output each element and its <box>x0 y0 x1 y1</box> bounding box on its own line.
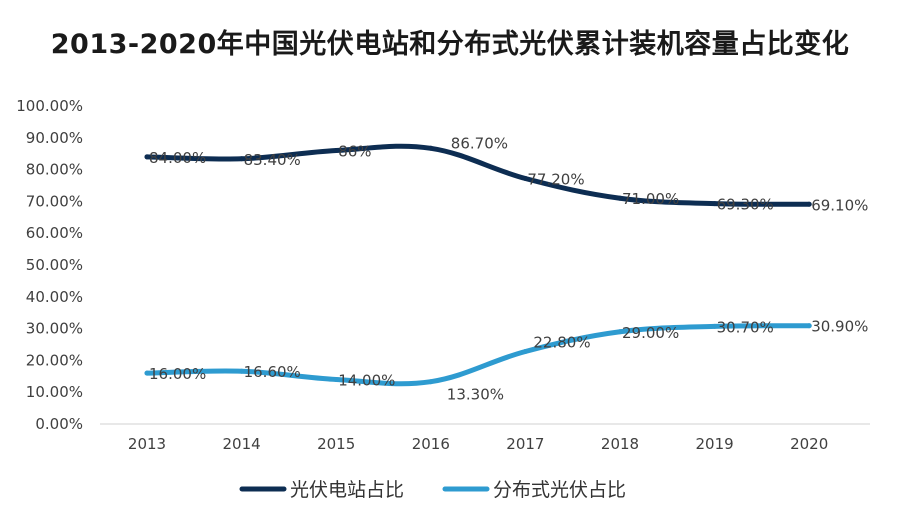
data-label: 86% <box>338 143 371 161</box>
data-point <box>617 195 623 201</box>
y-tick-label: 80.00% <box>26 161 83 179</box>
data-point <box>333 376 339 382</box>
y-tick-label: 90.00% <box>26 129 83 147</box>
y-tick-label: 70.00% <box>26 192 83 210</box>
y-tick-label: 0.00% <box>35 415 83 433</box>
x-tick-label: 2017 <box>506 435 544 453</box>
y-tick-label: 50.00% <box>26 256 83 274</box>
data-label: 30.70% <box>717 318 774 336</box>
data-point <box>239 156 245 162</box>
x-tick-label: 2013 <box>128 435 166 453</box>
data-label: 77.20% <box>527 171 584 189</box>
data-label: 22.80% <box>533 333 590 351</box>
data-point <box>428 145 434 151</box>
data-label: 29.00% <box>622 324 679 342</box>
y-tick-label: 100.00% <box>16 97 83 115</box>
chart-title: 2013-2020年中国光伏电站和分布式光伏累计装机容量占比变化 <box>50 29 850 60</box>
data-label: 69.30% <box>717 196 774 214</box>
legend-label: 光伏电站占比 <box>290 479 404 501</box>
x-tick-label: 2014 <box>223 435 261 453</box>
y-tick-label: 10.00% <box>26 383 83 401</box>
series-line-1 <box>144 143 812 207</box>
data-label: 13.30% <box>447 386 504 404</box>
legend-label: 分布式光伏占比 <box>493 479 626 501</box>
data-label: 86.70% <box>451 134 508 152</box>
y-tick-label: 30.00% <box>26 320 83 338</box>
data-label: 14.00% <box>338 371 395 389</box>
x-tick-label: 2018 <box>601 435 639 453</box>
data-label: 83.40% <box>244 151 301 169</box>
data-label: 30.90% <box>811 318 868 336</box>
data-point <box>333 148 339 154</box>
data-point <box>712 323 718 329</box>
data-point <box>806 201 812 207</box>
data-point <box>522 348 528 354</box>
series-line-2 <box>144 323 812 387</box>
x-tick-label: 2020 <box>790 435 828 453</box>
y-tick-label: 20.00% <box>26 351 83 369</box>
data-label: 84.00% <box>149 149 206 167</box>
data-point <box>617 329 623 335</box>
data-point <box>144 370 150 376</box>
y-tick-label: 40.00% <box>26 288 83 306</box>
x-tick-label: 2019 <box>696 435 734 453</box>
data-point <box>428 379 434 385</box>
data-label: 16.00% <box>149 365 206 383</box>
data-label: 69.10% <box>811 196 868 214</box>
data-point <box>806 323 812 329</box>
data-point <box>144 154 150 160</box>
data-label: 71.00% <box>622 190 679 208</box>
y-tick-label: 60.00% <box>26 224 83 242</box>
x-tick-label: 2016 <box>412 435 450 453</box>
data-point <box>712 201 718 207</box>
data-point <box>522 176 528 182</box>
x-tick-label: 2015 <box>317 435 355 453</box>
data-label: 16.60% <box>244 363 301 381</box>
data-point <box>239 368 245 374</box>
